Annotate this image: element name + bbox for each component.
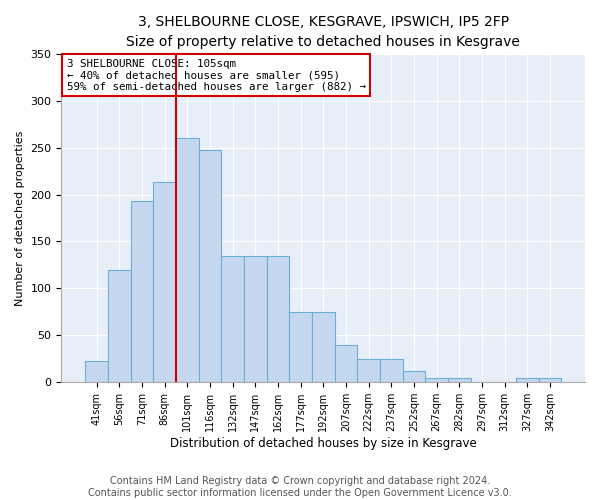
Bar: [516, 378, 539, 382]
Bar: [176, 138, 199, 382]
Bar: [244, 256, 266, 382]
Bar: [539, 378, 561, 382]
Bar: [312, 312, 335, 382]
Text: Contains HM Land Registry data © Crown copyright and database right 2024.
Contai: Contains HM Land Registry data © Crown c…: [88, 476, 512, 498]
Bar: [357, 359, 380, 382]
Bar: [221, 256, 244, 382]
Text: 3 SHELBOURNE CLOSE: 105sqm
← 40% of detached houses are smaller (595)
59% of sem: 3 SHELBOURNE CLOSE: 105sqm ← 40% of deta…: [67, 59, 365, 92]
Bar: [403, 371, 425, 382]
Bar: [425, 378, 448, 382]
Bar: [289, 312, 312, 382]
Y-axis label: Number of detached properties: Number of detached properties: [15, 130, 25, 306]
X-axis label: Distribution of detached houses by size in Kesgrave: Distribution of detached houses by size …: [170, 437, 476, 450]
Bar: [153, 182, 176, 382]
Bar: [266, 256, 289, 382]
Bar: [448, 378, 470, 382]
Bar: [131, 201, 153, 382]
Bar: [108, 270, 131, 382]
Bar: [199, 150, 221, 382]
Bar: [335, 344, 357, 382]
Bar: [85, 360, 108, 382]
Bar: [380, 359, 403, 382]
Title: 3, SHELBOURNE CLOSE, KESGRAVE, IPSWICH, IP5 2FP
Size of property relative to det: 3, SHELBOURNE CLOSE, KESGRAVE, IPSWICH, …: [126, 15, 520, 48]
